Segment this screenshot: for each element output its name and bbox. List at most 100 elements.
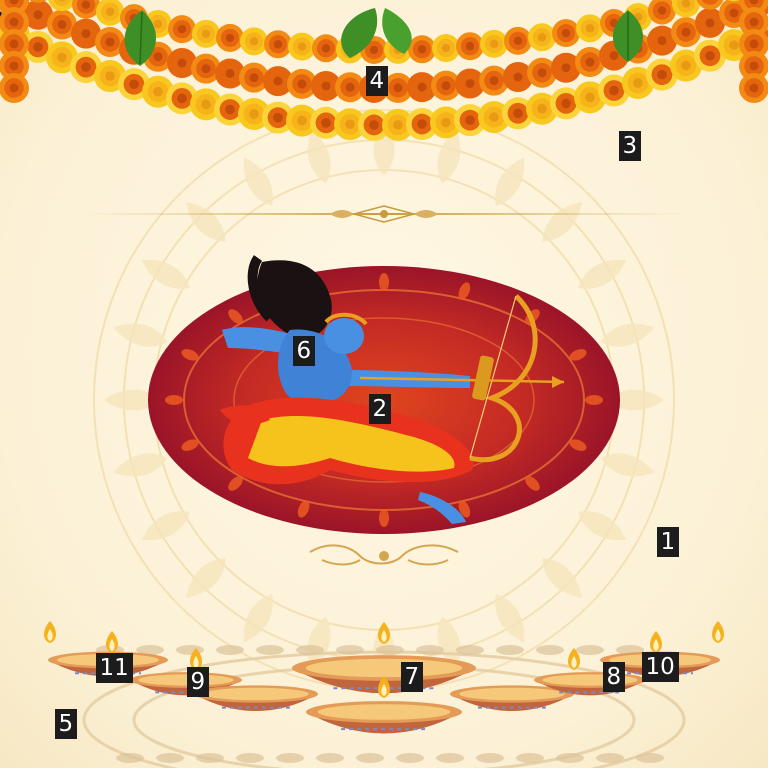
- marigold-flower: [0, 7, 29, 37]
- marigold-flower: [118, 68, 150, 101]
- marigold-flower: [456, 32, 484, 61]
- marigold-flower: [262, 101, 294, 134]
- bowstring: [469, 295, 517, 459]
- flame-icon: [711, 621, 725, 643]
- marigold-flower: [480, 29, 508, 58]
- marigold-flower: [672, 0, 700, 18]
- marigold-flower: [0, 51, 29, 81]
- marigold-flower: [239, 62, 269, 93]
- foot: [418, 492, 466, 524]
- label-badge-11: 11: [95, 653, 133, 683]
- diya-lamp-icon: [130, 672, 242, 696]
- marigold-flower: [503, 62, 533, 93]
- marigold-flower: [142, 75, 174, 108]
- marigold-flower: [671, 17, 701, 48]
- label-badge-10: 10: [641, 652, 679, 682]
- marigold-flower: [479, 65, 509, 96]
- marigold-flower: [406, 108, 438, 141]
- flame-icon: [567, 648, 581, 670]
- marigold-flower: [575, 47, 605, 78]
- marigold-flower: [648, 0, 676, 25]
- marigold-flower: [551, 52, 581, 83]
- head: [324, 318, 364, 354]
- marigold-flower: [335, 72, 365, 103]
- marigold-flower: [528, 23, 556, 52]
- marigold-flower: [286, 104, 318, 137]
- label-badge-4: 4: [365, 66, 389, 96]
- marigold-flower: [47, 9, 77, 40]
- marigold-flower: [358, 108, 390, 141]
- flame-icon: [105, 631, 119, 653]
- marigold-flower: [407, 72, 437, 103]
- marigold-flower: [167, 48, 197, 79]
- marigold-flower: [431, 70, 461, 101]
- flame-icon: [43, 621, 57, 643]
- marigold-flower: [72, 0, 100, 19]
- marigold-flower: [622, 66, 654, 99]
- marigold-flower: [166, 82, 198, 115]
- label-badge-2: 2: [368, 394, 392, 424]
- marigold-flower: [312, 34, 340, 63]
- marigold-flower: [670, 49, 702, 82]
- flame-icon: [189, 648, 203, 670]
- hair: [257, 260, 332, 339]
- diya-lamp-icon: [306, 701, 462, 734]
- mango-leaf-icon: [341, 8, 412, 58]
- flame-icon: [377, 676, 391, 698]
- marigold-flower: [0, 29, 29, 59]
- marigold-flower: [334, 108, 366, 141]
- marigold-flower: [96, 0, 124, 26]
- marigold-flower: [504, 26, 532, 55]
- label-badge-7: 7: [400, 662, 424, 692]
- marigold-flower: [502, 97, 534, 130]
- marigold-flower: [408, 35, 436, 64]
- marigold-flower: [215, 58, 245, 89]
- marigold-flower: [240, 27, 268, 56]
- marigold-flower: [739, 73, 768, 103]
- marigold-flower: [23, 0, 53, 30]
- marigold-flower: [0, 73, 29, 103]
- marigold-flower: [478, 101, 510, 134]
- label-badge-5: 5: [54, 709, 78, 739]
- marigold-flower: [214, 93, 246, 126]
- flame-icon: [377, 622, 391, 644]
- marigold-flower: [430, 106, 462, 139]
- marigold-flower: [22, 30, 54, 63]
- bow: [469, 294, 538, 463]
- marigold-flower: [287, 68, 317, 99]
- marigold-flower: [694, 39, 726, 72]
- marigold-flower: [310, 106, 342, 139]
- marigold-flower: [646, 58, 678, 91]
- marigold-flower: [739, 29, 768, 59]
- marigold-flower: [552, 19, 580, 48]
- marigold-flower: [647, 25, 677, 56]
- marigold-flower: [526, 92, 558, 125]
- marigold-flower: [48, 0, 76, 12]
- marigold-flower: [190, 88, 222, 121]
- marigold-flower: [95, 27, 125, 58]
- marigold-flower: [168, 15, 196, 44]
- marigold-flower: [739, 7, 768, 37]
- marigold-flower: [264, 30, 292, 59]
- diya-lamp-icon: [194, 685, 318, 712]
- marigold-flower: [576, 14, 604, 43]
- flame-icon: [649, 631, 663, 653]
- marigold-flower: [216, 23, 244, 52]
- marigold-flower: [46, 41, 78, 74]
- marigold-flower: [382, 108, 414, 141]
- marigold-flower: [739, 51, 768, 81]
- label-badge-9: 9: [186, 667, 210, 697]
- marigold-flower: [550, 87, 582, 120]
- label-badge-6: 6: [292, 336, 316, 366]
- diya-lamp-icon: [450, 685, 574, 712]
- marigold-flower: [94, 60, 126, 93]
- marigold-flower: [70, 51, 102, 84]
- marigold-flower: [29, 0, 47, 3]
- marigold-flower: [311, 70, 341, 101]
- marigold-flower: [263, 66, 293, 97]
- marigold-flower: [455, 68, 485, 99]
